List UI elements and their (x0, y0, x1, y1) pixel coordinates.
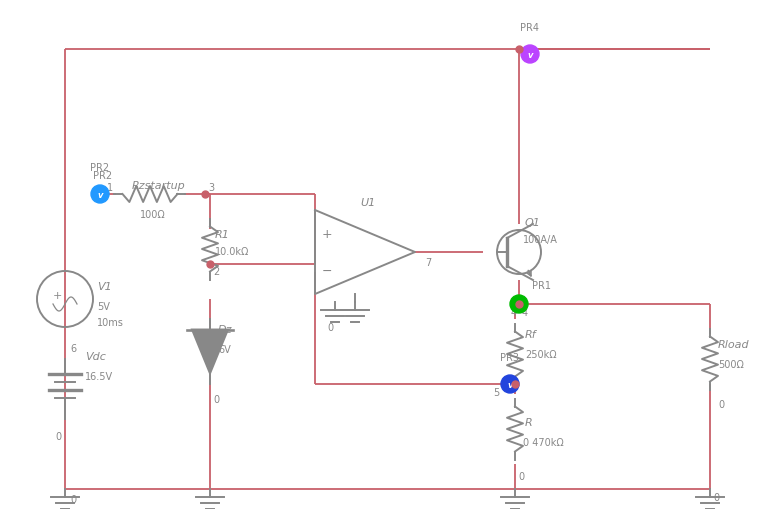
Text: v: v (507, 380, 513, 389)
Text: PR2: PR2 (90, 163, 109, 173)
Circle shape (521, 46, 539, 64)
Text: v: v (97, 191, 102, 200)
Text: 0: 0 (327, 322, 333, 332)
Text: 2: 2 (213, 267, 219, 276)
Text: 16.5V: 16.5V (85, 371, 113, 381)
Text: 0: 0 (56, 431, 62, 441)
Text: PR2: PR2 (93, 171, 112, 181)
Text: R1: R1 (215, 230, 230, 240)
Text: PR3: PR3 (500, 352, 520, 362)
Text: PR1: PR1 (532, 280, 551, 291)
Text: R: R (525, 417, 533, 427)
Point (509, 380, 521, 388)
Circle shape (510, 295, 528, 314)
Text: v: v (527, 51, 533, 60)
Polygon shape (192, 330, 228, 374)
Text: Rf: Rf (525, 329, 536, 340)
Point (513, 46, 525, 54)
Text: 4: 4 (522, 307, 528, 318)
Point (204, 261, 216, 269)
Text: Rload: Rload (718, 340, 749, 349)
Text: 5: 5 (493, 387, 499, 397)
Text: +: + (322, 227, 332, 240)
Text: 3: 3 (208, 183, 214, 192)
Text: v: v (516, 300, 522, 309)
Text: 0: 0 (713, 492, 719, 502)
Text: 10ms: 10ms (97, 318, 124, 327)
Text: −: − (322, 265, 332, 278)
Text: 0 470kΩ: 0 470kΩ (523, 437, 564, 447)
Text: V1: V1 (97, 281, 112, 292)
Text: 0: 0 (518, 471, 524, 481)
Text: 100Ω: 100Ω (140, 210, 166, 219)
Circle shape (91, 186, 109, 204)
Text: 0: 0 (213, 394, 219, 404)
Text: 6: 6 (70, 344, 76, 353)
Text: Rzstartup: Rzstartup (132, 181, 186, 191)
Text: 10.0kΩ: 10.0kΩ (215, 246, 249, 257)
Text: U1: U1 (360, 197, 375, 208)
Point (199, 190, 211, 199)
Text: 6V: 6V (218, 344, 231, 354)
Text: 0: 0 (718, 399, 724, 409)
Text: Q1: Q1 (525, 217, 541, 228)
Text: 100A/A: 100A/A (523, 235, 558, 244)
Text: 4: 4 (511, 307, 517, 318)
Point (513, 300, 525, 308)
Text: 5V: 5V (97, 301, 110, 312)
Text: 250kΩ: 250kΩ (525, 349, 557, 359)
Text: 1: 1 (107, 183, 113, 192)
Text: 7: 7 (425, 258, 431, 267)
Circle shape (501, 375, 519, 393)
Text: 0: 0 (70, 494, 76, 504)
Text: Vdc: Vdc (85, 351, 106, 361)
Text: +: + (52, 291, 62, 300)
Text: 500Ω: 500Ω (718, 359, 744, 369)
Text: PR4: PR4 (520, 23, 539, 33)
Text: Dz: Dz (218, 324, 232, 334)
